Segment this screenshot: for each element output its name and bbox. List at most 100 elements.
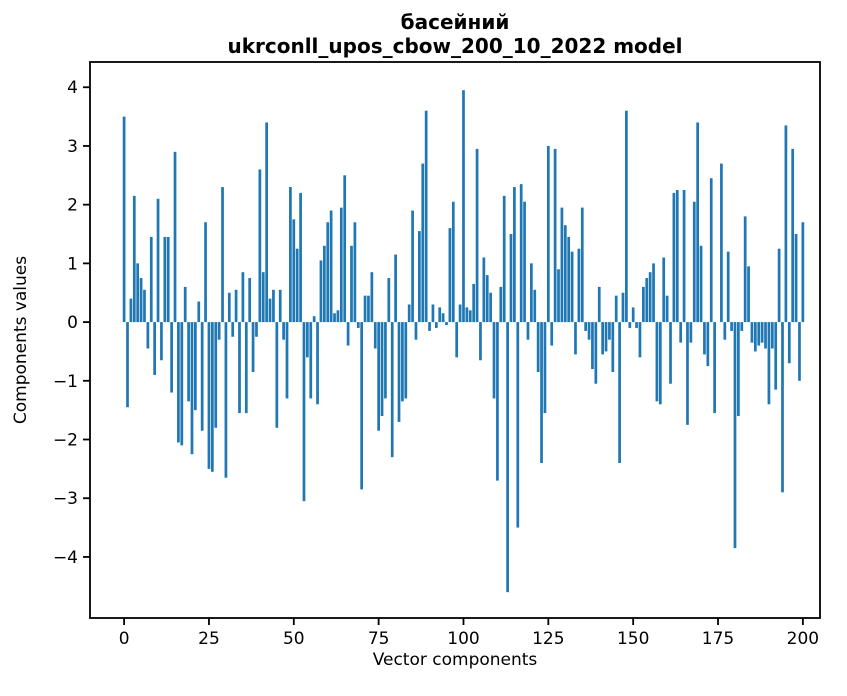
bar <box>268 298 272 323</box>
bar <box>692 201 696 323</box>
bar <box>591 322 594 370</box>
bar <box>543 322 547 414</box>
bar <box>720 163 723 323</box>
bar <box>587 322 591 340</box>
bar <box>770 322 774 349</box>
bar <box>156 198 160 323</box>
bar <box>370 272 374 323</box>
y-tick-label: −3 <box>53 489 78 509</box>
bar <box>177 322 180 443</box>
bar <box>574 322 577 355</box>
bar <box>455 322 459 358</box>
bar <box>645 278 649 323</box>
y-tick-label: 4 <box>67 78 78 98</box>
bar <box>448 228 452 323</box>
bar <box>557 269 560 323</box>
bar <box>231 322 235 337</box>
bar <box>764 322 767 349</box>
bar <box>733 322 737 549</box>
bar <box>401 322 404 402</box>
bar <box>451 201 455 323</box>
bar <box>560 207 564 323</box>
bar <box>584 322 588 331</box>
bar <box>194 322 197 411</box>
bar <box>489 292 492 323</box>
bar <box>499 286 503 323</box>
bar <box>380 322 384 417</box>
bar <box>404 322 408 399</box>
bar <box>312 316 316 323</box>
bar <box>577 248 581 323</box>
bar <box>516 322 520 528</box>
bar <box>458 304 462 323</box>
x-tick-label: 175 <box>702 629 734 649</box>
bar <box>618 322 621 463</box>
bar <box>563 225 567 323</box>
bar <box>658 322 662 405</box>
bar <box>757 322 761 346</box>
bar <box>713 322 716 414</box>
bar <box>333 313 336 323</box>
chart-title-word: басейний <box>400 10 510 34</box>
bar <box>316 322 319 405</box>
bar <box>234 289 238 323</box>
bar <box>418 231 421 323</box>
bar <box>699 245 703 323</box>
bar <box>628 322 632 328</box>
bar <box>760 322 764 343</box>
bar <box>387 278 391 323</box>
bar <box>625 110 628 323</box>
bar <box>356 322 360 328</box>
bar <box>248 278 252 323</box>
bar <box>706 322 710 367</box>
bar <box>682 189 686 323</box>
bar <box>801 222 805 323</box>
bar <box>472 283 476 323</box>
bar <box>475 148 479 323</box>
bar <box>373 322 377 349</box>
bar <box>767 322 771 405</box>
bar <box>275 322 279 428</box>
bar <box>709 178 713 323</box>
bar <box>726 251 730 323</box>
x-tick-label: 50 <box>283 629 305 649</box>
bar <box>540 322 543 463</box>
bar <box>390 322 394 458</box>
bar <box>384 322 387 399</box>
y-tick-label: −4 <box>53 548 78 568</box>
bar <box>740 322 744 331</box>
bar <box>621 292 625 323</box>
bar <box>343 175 347 323</box>
bar <box>492 322 496 399</box>
bar <box>601 322 604 355</box>
bar <box>367 295 370 323</box>
bar <box>604 322 608 352</box>
bar <box>210 322 214 472</box>
bar <box>132 195 136 323</box>
bar <box>468 310 472 323</box>
bar <box>160 322 163 361</box>
bar <box>153 322 157 375</box>
bar <box>204 222 207 323</box>
bar <box>190 322 194 455</box>
bar <box>183 286 187 323</box>
bar <box>730 322 733 331</box>
bar <box>217 322 221 340</box>
bar <box>689 322 693 343</box>
bar <box>322 245 326 323</box>
bar <box>648 272 652 323</box>
bar <box>302 322 306 502</box>
x-axis-label: Vector components <box>372 650 538 670</box>
bar <box>686 322 689 425</box>
x-tick-label: 100 <box>447 629 479 649</box>
bar <box>363 295 367 323</box>
bar <box>781 322 784 493</box>
bar <box>431 304 435 323</box>
bar <box>173 151 177 323</box>
bar <box>166 236 170 323</box>
bar <box>336 310 340 323</box>
bar <box>479 322 482 361</box>
bar <box>553 148 557 323</box>
bar <box>787 322 791 364</box>
bar <box>791 148 795 323</box>
